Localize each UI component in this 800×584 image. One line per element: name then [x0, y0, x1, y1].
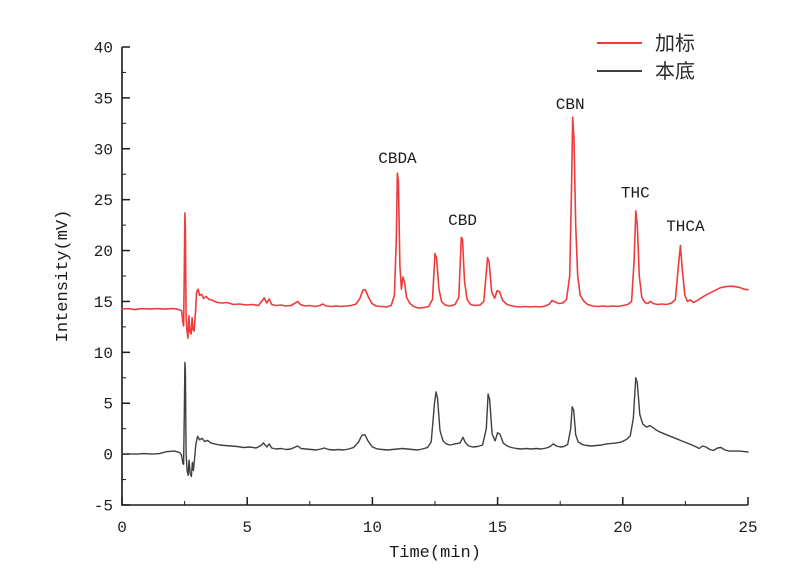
y-tick-label: 35 [94, 90, 113, 108]
x-axis-title: Time(min) [389, 544, 481, 563]
legend-label-spiked: 加标 [655, 31, 695, 55]
legend-line-black [597, 70, 642, 72]
y-tick-label: 5 [103, 396, 113, 414]
y-tick-label: 0 [103, 447, 113, 465]
x-tick-label: 5 [242, 519, 252, 537]
peak-label-cbd: CBD [448, 212, 477, 230]
y-tick-label: 30 [94, 141, 113, 159]
peak-label-cbda: CBDA [378, 150, 417, 168]
peak-label-thca: THCA [666, 218, 705, 236]
axes-frame [121, 47, 748, 506]
x-tick-label: 25 [738, 519, 757, 537]
y-axis-title: Intensity(mV) [54, 210, 73, 343]
series-blank-line [121, 361, 749, 478]
y-tick-label: 15 [94, 294, 113, 312]
x-tick-label: 10 [363, 519, 382, 537]
y-tick-label: 40 [94, 40, 113, 58]
peak-label-thc: THC [621, 185, 650, 203]
legend-label-blank: 本底 [655, 59, 695, 83]
legend-item-spiked: 加标 [597, 30, 695, 56]
x-tick-label: 15 [488, 519, 507, 537]
legend-line-red [597, 42, 642, 44]
x-tick-label: 0 [117, 519, 127, 537]
y-tick-label: -5 [94, 498, 113, 516]
y-tick-label: 20 [94, 243, 113, 261]
legend-item-blank: 本底 [597, 58, 695, 84]
y-tick-label: 25 [94, 192, 113, 210]
peak-label-cbn: CBN [556, 96, 585, 114]
legend: 加标 本底 [597, 30, 695, 84]
x-tick-label: 20 [613, 519, 632, 537]
series-spiked-line [121, 116, 749, 339]
y-tick-label: 10 [94, 345, 113, 363]
